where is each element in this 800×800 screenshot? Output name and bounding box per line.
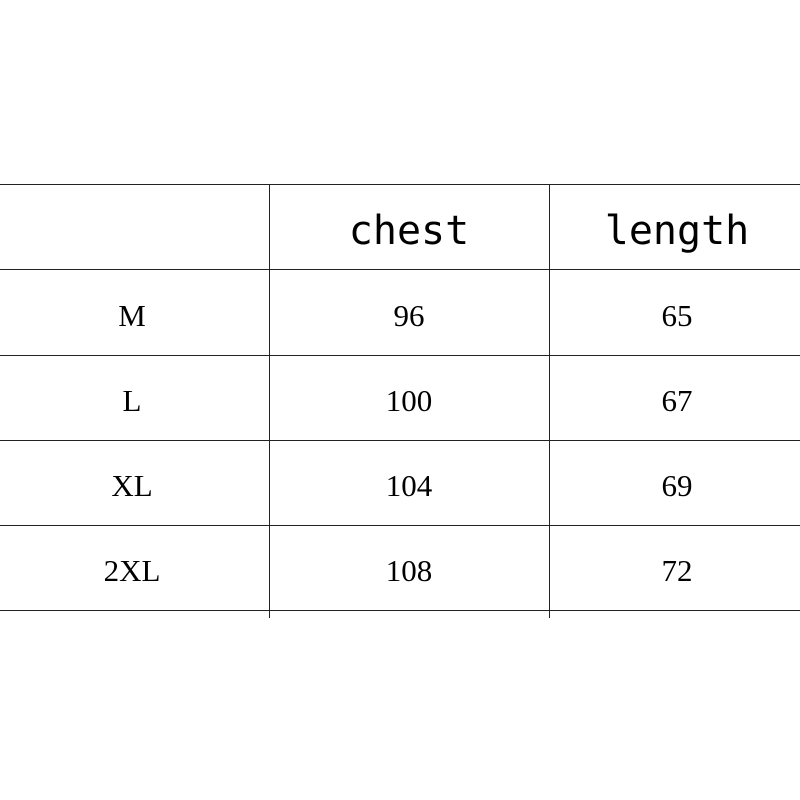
table-border [0, 440, 800, 441]
length-value: 67 [661, 383, 693, 418]
size-label: 2XL [103, 553, 161, 588]
size-label: M [118, 298, 146, 333]
length-value: 65 [661, 298, 693, 333]
table-border [549, 184, 550, 618]
table-border [0, 184, 800, 185]
table-border [0, 610, 800, 611]
table-border [0, 355, 800, 356]
table-border [0, 269, 800, 270]
chest-value: 100 [385, 383, 433, 418]
length-value: 69 [661, 468, 693, 503]
header-length: length [604, 208, 750, 254]
header-chest: chest [348, 208, 470, 254]
size-label: XL [111, 468, 153, 503]
chest-value: 108 [385, 553, 433, 588]
length-value: 72 [661, 553, 693, 588]
table-border [0, 525, 800, 526]
chest-value: 96 [393, 298, 425, 333]
size-label: L [122, 383, 142, 418]
chest-value: 104 [385, 468, 433, 503]
table-border [269, 184, 270, 618]
